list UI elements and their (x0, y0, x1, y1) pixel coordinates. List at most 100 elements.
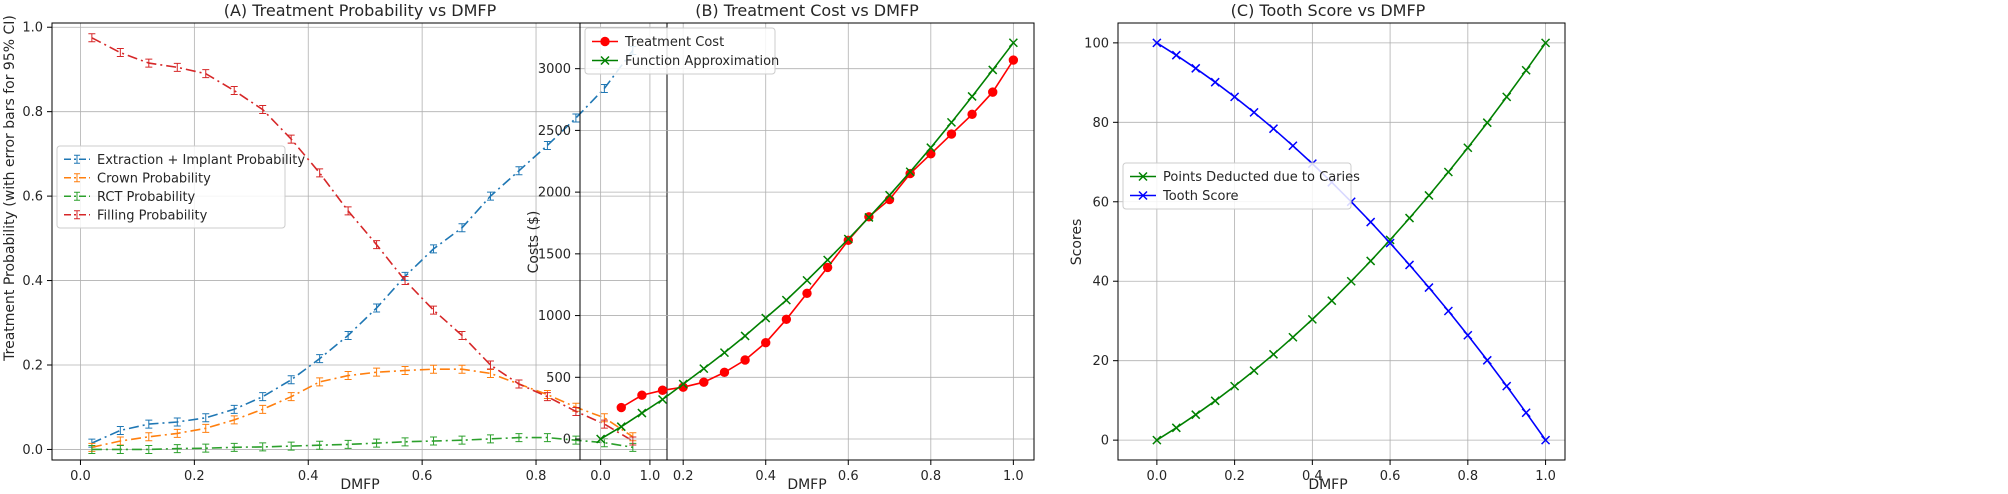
data-point-function-approximation (864, 212, 874, 222)
data-point-tooth-score (1541, 435, 1551, 445)
panel-b-ylabel: Costs ($) (526, 211, 542, 274)
panel-a-grid (52, 23, 667, 460)
data-point-tooth-score (1249, 107, 1259, 117)
data-point-points-deducted-due-to-caries (1366, 256, 1376, 266)
y-tick-label: 0.6 (22, 190, 43, 205)
error-bar-filling-probability (401, 276, 409, 286)
series-line-extraction-implant-probability (91, 49, 634, 444)
data-point-function-approximation (905, 167, 915, 177)
data-point-points-deducted-due-to-caries (1443, 167, 1453, 177)
panel-a-plot-area (88, 33, 637, 454)
error-bar-extraction-implant-probability (344, 330, 352, 340)
error-bar-extraction-implant-probability (316, 354, 324, 364)
legend-label-crown-probability: Crown Probability (97, 171, 211, 186)
error-bar-filling-probability (600, 419, 608, 429)
x-tick-label: 0.8 (1457, 469, 1478, 484)
error-bar-extraction-implant-probability (458, 223, 466, 233)
legend-label-function-approximation: Function Approximation (625, 54, 779, 69)
error-bar-crown-probability (344, 371, 352, 381)
error-bar-extraction-implant-probability (572, 113, 580, 123)
error-bar-rct-probability (486, 434, 494, 444)
data-point-points-deducted-due-to-caries (1230, 381, 1240, 391)
data-point-tooth-score (1268, 124, 1279, 134)
data-point-tooth-score (1404, 260, 1415, 270)
y-tick-label: 100 (1084, 36, 1109, 51)
data-point-function-approximation (678, 379, 688, 389)
data-point-function-approximation (740, 331, 750, 341)
panel-c-legend: Points Deducted due to Caries Tooth Score (1122, 162, 1360, 210)
series-line-tooth-score (1156, 42, 1547, 441)
y-tick-label: 500 (546, 371, 571, 386)
data-point-function-approximation (719, 348, 729, 358)
error-bar-rct-probability (515, 433, 523, 443)
data-point-tooth-score (1521, 408, 1531, 418)
series-line-rct-probability (91, 436, 633, 451)
panel-b: (B) Treatment Cost vs DMFP DMFP Costs ($… (526, 1, 1035, 493)
data-point-function-approximation (802, 275, 812, 285)
legend-errorbar-extraction-implant-probability (74, 154, 80, 164)
panel-c-axes-frame (1117, 22, 1566, 461)
panel-b-title: (B) Treatment Cost vs DMFP (695, 1, 919, 20)
y-tick-label: 60 (1092, 195, 1109, 210)
panel-c: (C) Tooth Score vs DMFP DMFP Scores 0.0 0… (1069, 1, 1566, 493)
x-tick-label: 0.8 (920, 469, 941, 484)
error-bar-filling-probability (259, 105, 267, 115)
data-point-treatment-cost (637, 390, 647, 400)
data-point-points-deducted-due-to-caries (1249, 366, 1259, 376)
x-tick-label: 0.2 (184, 469, 205, 484)
y-tick-label: 0 (563, 433, 571, 448)
data-point-function-approximation (988, 65, 998, 75)
y-tick-label: 0.0 (22, 443, 43, 458)
x-tick-label: 1.0 (640, 469, 661, 484)
y-tick-label: 1500 (538, 247, 571, 262)
y-tick-label: 0 (1101, 434, 1109, 449)
data-point-treatment-cost (1008, 55, 1019, 65)
error-bar-filling-probability (173, 62, 181, 72)
data-point-treatment-cost (657, 385, 668, 395)
error-bar-extraction-implant-probability (116, 425, 124, 435)
error-bar-extraction-implant-probability (230, 404, 238, 414)
x-tick-label: 0.8 (526, 469, 547, 484)
panel-b-xlabel: DMFP (787, 477, 826, 493)
legend-box (56, 145, 286, 229)
data-point-tooth-score (1424, 283, 1434, 293)
data-point-points-deducted-due-to-caries (1191, 410, 1201, 420)
panel-a-ticks: 0.0 0.2 0.4 0.6 0.8 1.0 0.0 0.2 0.4 0.6 0.8 1.0 (22, 21, 660, 484)
error-bar-filling-probability (202, 69, 210, 79)
x-tick-label: 0.2 (1224, 469, 1245, 484)
data-point-tooth-score (1288, 141, 1298, 151)
error-bar-rct-probability (572, 435, 580, 445)
data-point-treatment-cost (946, 129, 957, 139)
legend-marker-tooth-score (1138, 190, 1148, 201)
panel-c-ticks: 0.0 0.2 0.4 0.6 0.8 1.0 0 20 40 60 80 100 (1084, 36, 1556, 484)
legend-label-points-deducted-due-to-caries: Points Deducted due to Caries (1163, 170, 1360, 185)
data-point-treatment-cost (822, 262, 833, 273)
legend-label-treatment-cost: Treatment Cost (624, 35, 724, 50)
legend-marker-function-approximation (600, 55, 610, 66)
error-bar-filling-probability (116, 48, 124, 58)
data-point-function-approximation (616, 422, 626, 432)
error-bar-filling-probability (572, 406, 580, 416)
data-point-treatment-cost (719, 367, 730, 378)
error-bar-rct-probability (173, 444, 181, 454)
error-bar-rct-probability (287, 441, 295, 451)
x-tick-label: 0.2 (673, 469, 694, 484)
y-tick-label: 1000 (538, 309, 571, 324)
data-point-points-deducted-due-to-caries (1404, 213, 1415, 223)
error-bar-rct-probability (202, 443, 210, 453)
data-point-points-deducted-due-to-caries (1385, 235, 1395, 245)
data-point-points-deducted-due-to-caries (1307, 314, 1317, 324)
data-point-points-deducted-due-to-caries (1502, 92, 1512, 102)
panel-a-xlabel: DMFP (340, 477, 379, 493)
data-point-function-approximation (967, 91, 977, 101)
data-point-tooth-score (1385, 238, 1395, 248)
x-tick-label: 0.0 (70, 469, 91, 484)
panel-a-title: (A) Treatment Probability vs DMFP (224, 1, 497, 20)
error-bar-filling-probability (344, 206, 352, 216)
error-bar-rct-probability (344, 439, 352, 449)
legend-errorbar-rct-probability (74, 191, 80, 201)
error-bar-rct-probability (430, 436, 438, 446)
error-bar-crown-probability (373, 367, 381, 377)
error-bar-extraction-implant-probability (543, 140, 551, 150)
